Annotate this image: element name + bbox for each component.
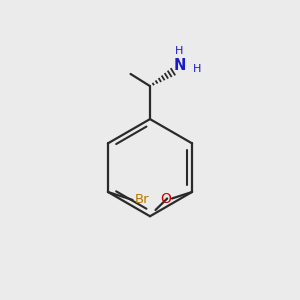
Text: Br: Br (134, 194, 149, 206)
Text: O: O (160, 191, 171, 206)
Text: N: N (173, 58, 186, 73)
Text: H: H (192, 64, 201, 74)
Text: H: H (175, 46, 184, 56)
